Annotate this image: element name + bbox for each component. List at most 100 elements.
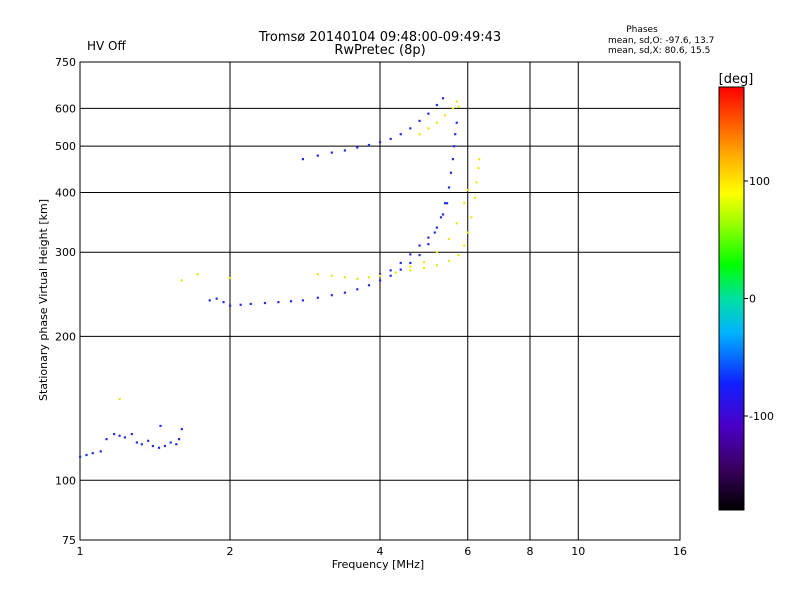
- data-point-o: [441, 97, 445, 100]
- phases-x-stats: mean, sd,X: 80.6, 15.5: [608, 46, 710, 56]
- data-point-x: [356, 277, 359, 280]
- hv-status-label: HV Off: [87, 39, 126, 53]
- data-point-o: [356, 288, 359, 291]
- data-point-o: [445, 202, 449, 205]
- colorbar-ticks: 100 0 -100: [744, 175, 774, 423]
- phases-o-stats: mean, sd,O: -97.6, 13.7: [608, 36, 714, 46]
- x-axis-ticks: 1 2 4 6 8 10 16: [77, 545, 688, 558]
- y-axis-ticks: 75 100 200 300 400 500 600 750: [55, 56, 76, 547]
- data-point-o: [343, 149, 347, 152]
- data-point-o: [418, 254, 421, 257]
- data-point-o: [389, 269, 392, 272]
- data-point-o: [301, 158, 305, 161]
- data-point-o: [169, 441, 172, 444]
- data-point-o: [367, 143, 371, 147]
- data-point-o: [130, 432, 133, 436]
- data-point-o: [418, 244, 421, 247]
- data-point-o: [316, 296, 319, 299]
- data-point-o: [175, 443, 178, 446]
- y-tick-label: 300: [55, 246, 76, 259]
- data-point-x: [367, 276, 371, 279]
- data-point-x: [418, 133, 421, 136]
- data-point-x: [330, 274, 333, 277]
- data-point-x: [427, 127, 430, 130]
- data-point-o: [399, 268, 402, 271]
- data-point-o: [123, 436, 126, 439]
- data-point-x: [463, 244, 466, 247]
- y-tick-label: 500: [55, 140, 76, 153]
- data-point-o: [389, 137, 392, 141]
- data-point-o: [389, 274, 392, 277]
- data-point-x: [463, 202, 466, 205]
- data-point-o: [112, 432, 116, 436]
- data-point-x: [409, 265, 412, 268]
- colorbar-tick-label: -100: [749, 410, 774, 423]
- y-tick-label: 600: [55, 102, 76, 115]
- data-point-x: [451, 107, 455, 110]
- phases-title: Phases: [626, 25, 658, 35]
- data-point-o: [79, 455, 82, 458]
- data-point-o: [222, 301, 225, 304]
- y-tick-label: 750: [55, 56, 76, 69]
- data-point-o: [289, 300, 293, 303]
- data-point-o: [399, 261, 402, 265]
- data-point-o: [435, 103, 438, 107]
- data-points: [79, 97, 481, 458]
- data-point-o: [316, 154, 319, 157]
- data-point-x: [477, 158, 481, 161]
- colorbar: [718, 86, 745, 511]
- x-tick-label: 16: [673, 545, 687, 558]
- data-point-x: [343, 276, 347, 279]
- y-axis-label: Stationary phase Virtual Height [km]: [37, 199, 50, 401]
- data-point-o: [215, 297, 218, 300]
- y-tick-label: 100: [55, 474, 76, 487]
- data-point-o: [447, 186, 451, 189]
- data-point-x: [455, 100, 458, 103]
- data-point-o: [409, 253, 412, 256]
- data-point-o: [157, 446, 161, 449]
- data-point-o: [99, 450, 102, 453]
- x-tick-label: 1: [77, 545, 84, 558]
- data-point-x: [435, 264, 438, 267]
- data-point-o: [159, 424, 162, 428]
- data-point-o: [330, 151, 333, 154]
- x-tick-label: 2: [227, 545, 234, 558]
- data-point-o: [427, 112, 430, 115]
- data-point-x: [447, 259, 451, 262]
- data-point-o: [85, 453, 88, 457]
- data-point-o: [439, 216, 443, 219]
- grid-lines: [80, 62, 680, 540]
- data-point-x: [455, 222, 458, 225]
- data-point-o: [379, 279, 382, 282]
- data-point-o: [452, 145, 456, 148]
- data-point-x: [435, 121, 438, 124]
- colorbar-tick-label: 100: [749, 175, 770, 188]
- x-tick-label: 10: [571, 545, 585, 558]
- data-point-o: [177, 437, 181, 441]
- chart-title: Tromsø 20140104 09:48:00-09:49:43: [258, 30, 501, 45]
- data-point-x: [394, 271, 397, 274]
- data-point-o: [418, 119, 421, 123]
- data-point-o: [163, 444, 167, 448]
- data-point-o: [379, 141, 382, 144]
- data-point-o: [356, 146, 359, 149]
- x-tick-label: 8: [527, 545, 534, 558]
- data-point-o: [229, 304, 232, 307]
- data-point-x: [466, 231, 469, 234]
- data-point-o: [451, 158, 455, 161]
- data-point-o: [454, 133, 457, 136]
- data-point-o: [118, 434, 121, 437]
- x-tick-label: 6: [464, 545, 471, 558]
- data-point-x: [229, 276, 232, 280]
- data-point-x: [473, 196, 477, 199]
- data-point-o: [399, 133, 402, 136]
- data-point-o: [330, 294, 333, 297]
- data-point-x: [422, 261, 426, 264]
- y-tick-label: 75: [62, 534, 76, 547]
- data-point-o: [135, 441, 138, 444]
- data-point-o: [409, 261, 412, 265]
- data-point-o: [249, 302, 252, 305]
- data-point-o: [151, 444, 155, 448]
- data-point-x: [180, 279, 183, 282]
